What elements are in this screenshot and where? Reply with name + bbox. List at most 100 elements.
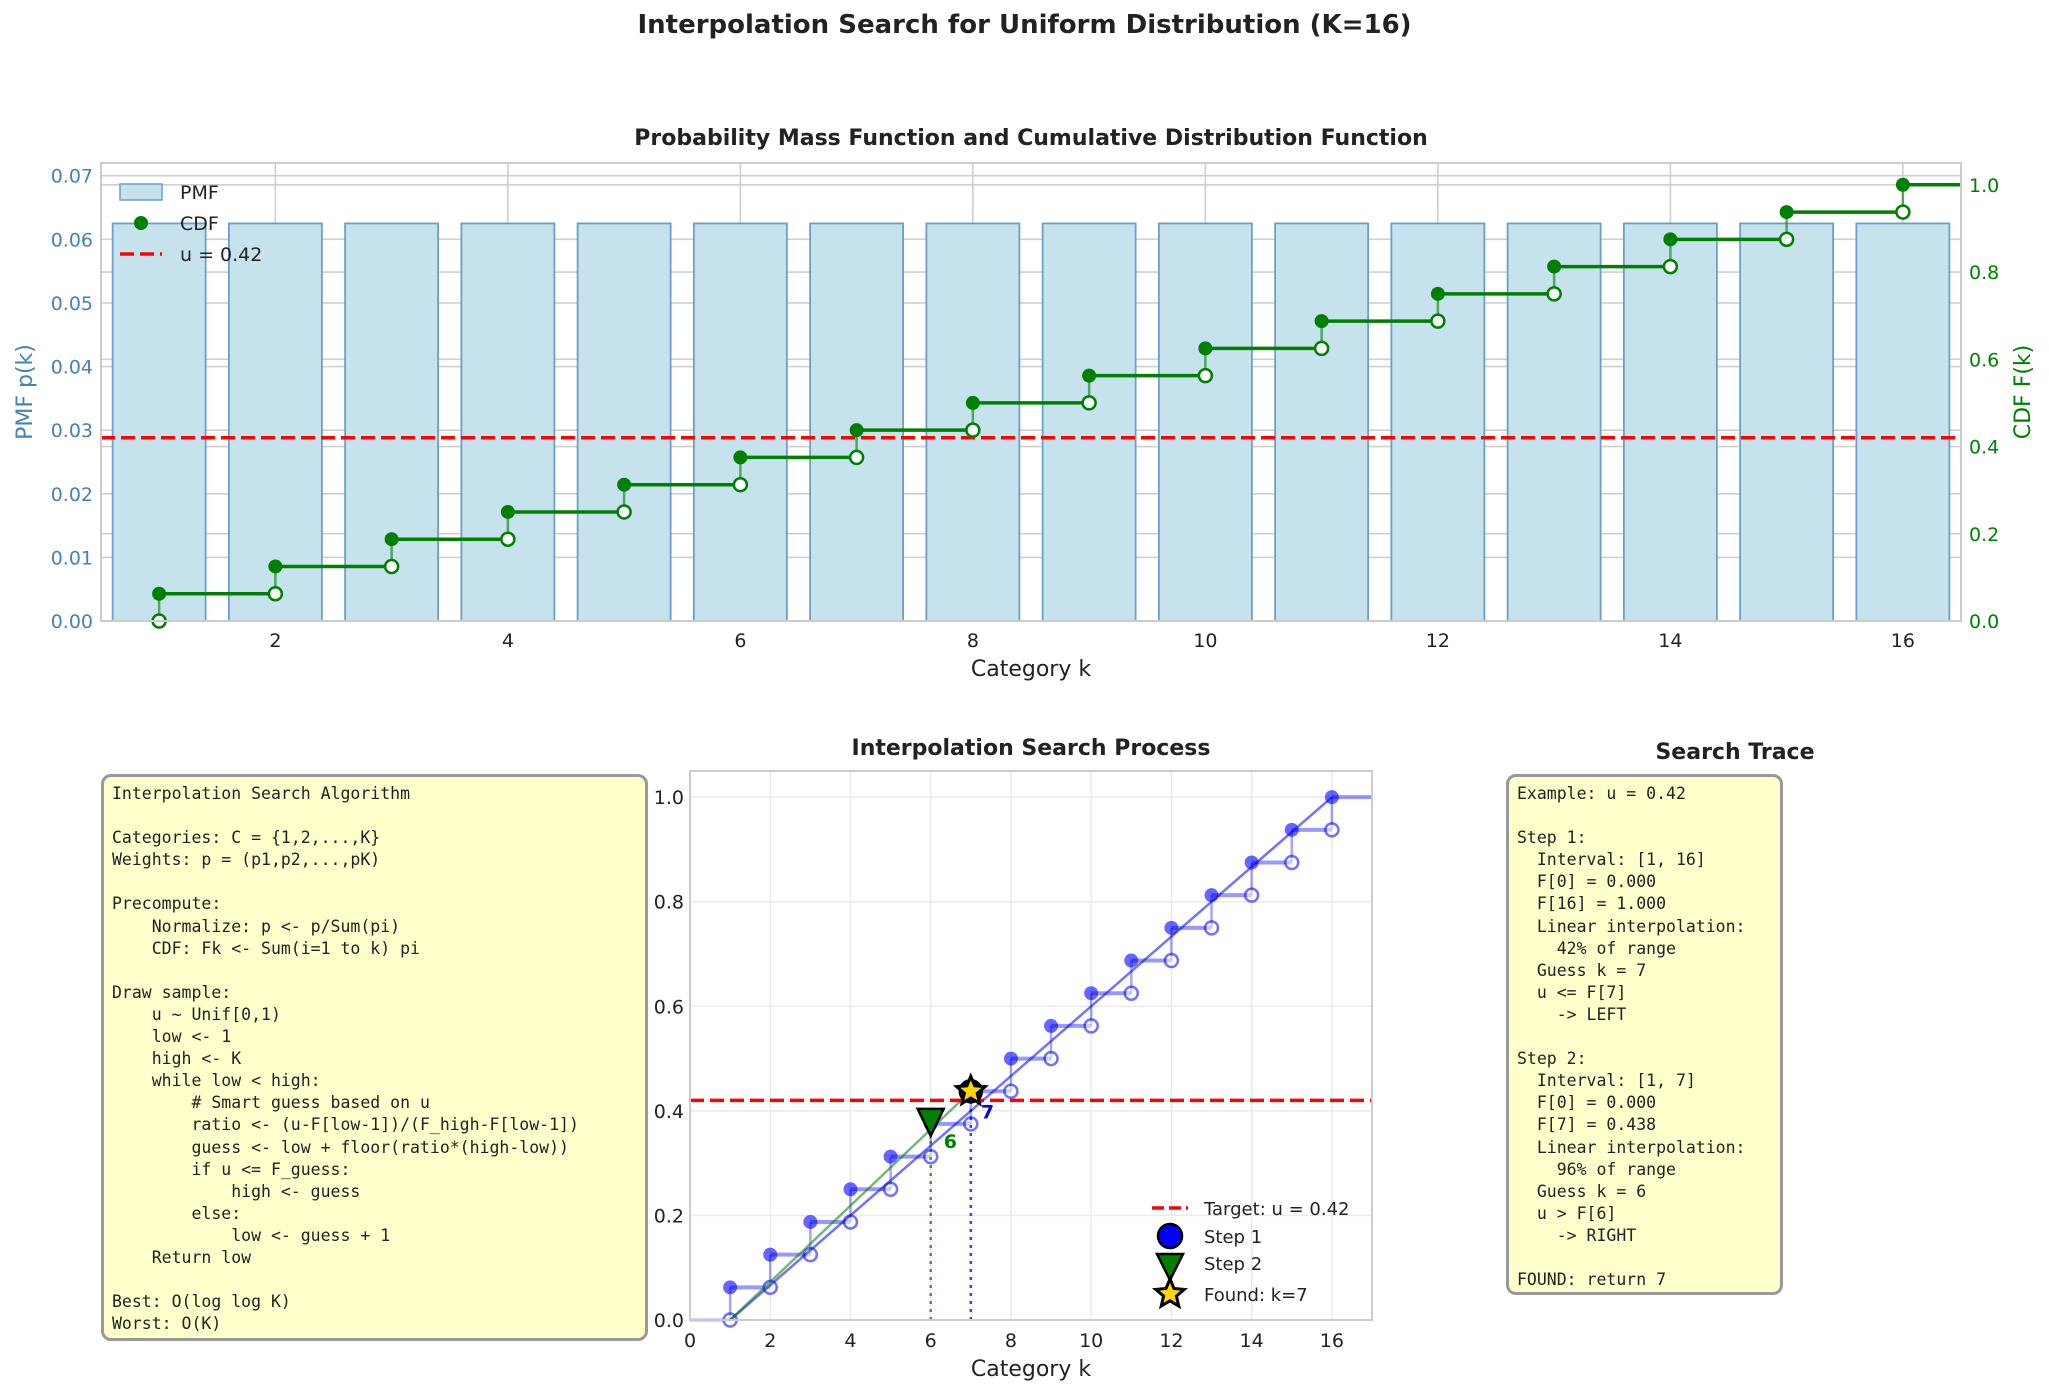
y-tick-label-right: 1.0 bbox=[1969, 175, 1999, 197]
y-tick-label: 1.0 bbox=[654, 787, 684, 809]
cdf-open-point bbox=[1546, 286, 1562, 302]
x-axis-label: Category k bbox=[971, 1357, 1091, 1382]
cdf-open-point bbox=[267, 585, 284, 602]
legend-label-found: Found: k=7 bbox=[1204, 1285, 1308, 1306]
y-tick-label: 0.2 bbox=[654, 1205, 684, 1227]
y-tick-label: 0.4 bbox=[654, 1101, 684, 1123]
cdf-open-point bbox=[1662, 258, 1679, 275]
cdf-open-point bbox=[1313, 340, 1330, 357]
pmf-bar bbox=[1274, 222, 1370, 622]
x-tick-label: 12 bbox=[1426, 630, 1450, 652]
x-tick-label: 0 bbox=[684, 1330, 696, 1352]
cdf-closed-point bbox=[723, 1280, 738, 1295]
cdf-closed-point bbox=[384, 532, 399, 547]
cdf-closed-point bbox=[500, 504, 515, 519]
cdf-open-point bbox=[1430, 313, 1446, 329]
cdf-closed-point bbox=[617, 477, 632, 492]
search-trace-box: Example: u = 0.42 Step 1: Interval: [1, … bbox=[1506, 774, 1783, 1295]
y-tick-label-right: 0.6 bbox=[1969, 349, 1999, 371]
x-tick-label: 8 bbox=[967, 630, 979, 652]
pmf-bar bbox=[111, 222, 207, 622]
cdf-open-point bbox=[1163, 952, 1180, 969]
cdf-open-point bbox=[732, 476, 749, 493]
y-tick-label-right: 0.8 bbox=[1969, 262, 1999, 284]
pmf-bar bbox=[1622, 222, 1718, 622]
cdf-closed-point bbox=[152, 586, 167, 601]
y-tick-label-left: 0.05 bbox=[51, 293, 93, 315]
cdf-closed-point bbox=[763, 1247, 778, 1262]
legend-label-cdf: CDF bbox=[180, 213, 219, 235]
found-star-marker bbox=[952, 1072, 989, 1107]
cdf-closed-point bbox=[733, 450, 748, 465]
cdf-open-point bbox=[1083, 1018, 1099, 1034]
x-tick-label: 12 bbox=[1159, 1330, 1183, 1352]
cdf-open-point bbox=[1243, 887, 1260, 903]
y-tick-label: 0.6 bbox=[654, 996, 684, 1018]
x-tick-label: 2 bbox=[764, 1330, 776, 1352]
x-tick-label: 10 bbox=[1079, 1330, 1103, 1352]
cdf-closed-point bbox=[883, 1149, 898, 1164]
x-tick-label: 16 bbox=[1320, 1330, 1344, 1352]
y-tick-label-left: 0.06 bbox=[51, 229, 93, 251]
y-tick-label-right: 0.4 bbox=[1969, 437, 1999, 459]
legend-label-pmf: PMF bbox=[180, 182, 219, 204]
x-tick-label: 6 bbox=[925, 1330, 937, 1352]
guess-label-step2: 6 bbox=[944, 1131, 957, 1153]
legend-swatch-found bbox=[1151, 1275, 1189, 1310]
cdf-open-point bbox=[1043, 1050, 1059, 1067]
cdf-closed-point bbox=[1284, 822, 1299, 837]
legend-label-u: u = 0.42 bbox=[180, 244, 262, 266]
cdf-open-point bbox=[1895, 204, 1911, 220]
x-tick-label: 8 bbox=[1005, 1330, 1017, 1352]
cdf-open-point bbox=[1003, 1083, 1019, 1099]
cdf-closed-point bbox=[1084, 986, 1099, 1001]
pmf-bar bbox=[576, 222, 672, 622]
cdf-closed-point bbox=[1244, 855, 1259, 870]
cdf-open-point bbox=[1081, 395, 1097, 411]
legend-label-step1: Step 1 bbox=[1204, 1227, 1262, 1248]
cdf-closed-point bbox=[1124, 953, 1139, 968]
x-tick-label: 16 bbox=[1891, 630, 1915, 652]
x-tick-label: 4 bbox=[844, 1330, 856, 1352]
cdf-open-point bbox=[1123, 985, 1140, 1001]
cdf-open-point bbox=[616, 504, 632, 520]
cdf-open-point bbox=[848, 449, 865, 466]
cdf-closed-point bbox=[1779, 205, 1794, 220]
x-tick-label: 10 bbox=[1193, 630, 1217, 652]
y-tick-label-left: 0.01 bbox=[51, 547, 93, 569]
y-tick-label-right: 0.0 bbox=[1969, 611, 1999, 633]
plot-frame bbox=[689, 770, 1373, 1321]
cdf-closed-point bbox=[1430, 286, 1445, 301]
cdf-open-point bbox=[922, 1148, 939, 1165]
x-axis-label: Category k bbox=[971, 657, 1091, 682]
cdf-open-point bbox=[1284, 854, 1300, 871]
legend-swatch-cdf bbox=[134, 216, 148, 230]
y-tick-label: 0.8 bbox=[654, 892, 684, 914]
y-tick-label-left: 0.02 bbox=[51, 484, 93, 506]
y-tick-label-left: 0.00 bbox=[51, 611, 93, 633]
cdf-open-point bbox=[842, 1214, 859, 1230]
pmf-bar bbox=[1739, 222, 1835, 622]
x-tick-label: 14 bbox=[1658, 630, 1682, 652]
legend-swatch-step1 bbox=[1156, 1222, 1184, 1250]
y-tick-label-left: 0.07 bbox=[51, 166, 93, 188]
chart-title: Interpolation Search Process bbox=[852, 736, 1211, 761]
x-tick-label: 2 bbox=[269, 630, 281, 652]
y-axis-label-left: PMF p(k) bbox=[13, 344, 38, 440]
chart-title: Probability Mass Function and Cumulative… bbox=[634, 126, 1427, 151]
cdf-closed-point bbox=[803, 1214, 818, 1229]
cdf-open-point bbox=[882, 1181, 899, 1198]
y-tick-label-left: 0.04 bbox=[51, 357, 93, 379]
pmf-bar bbox=[1390, 222, 1486, 622]
cdf-open-point bbox=[1324, 822, 1340, 838]
cdf-closed-point bbox=[268, 559, 283, 574]
pmf-bar bbox=[460, 222, 556, 622]
plot-area bbox=[690, 771, 1372, 1320]
cdf-closed-point bbox=[965, 395, 980, 410]
cdf-closed-point bbox=[1895, 177, 1910, 192]
plot-frame bbox=[100, 162, 1962, 622]
x-tick-label: 6 bbox=[734, 630, 746, 652]
cdf-open-point bbox=[965, 422, 981, 438]
search-trace-title: Search Trace bbox=[1655, 740, 1815, 765]
